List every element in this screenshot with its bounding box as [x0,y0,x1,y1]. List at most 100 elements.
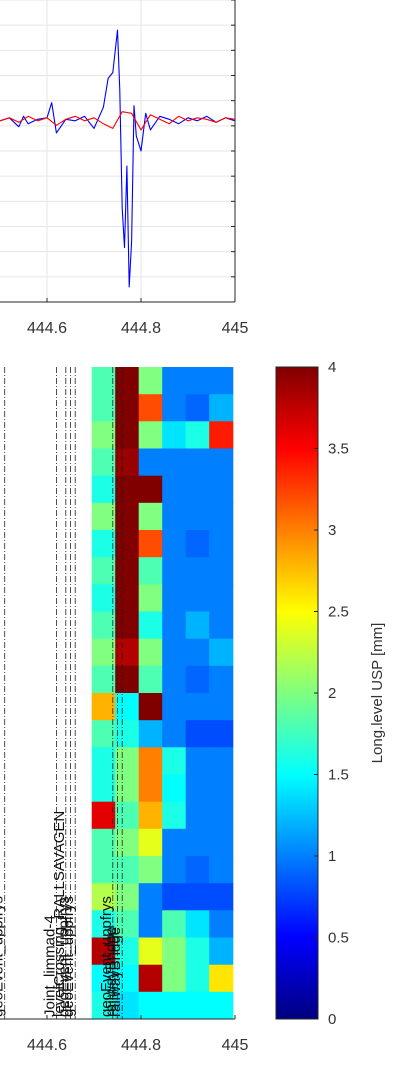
heatmap-x-ticks: 444.6 444.8 445 [27,1015,248,1054]
heatmap-cell [162,801,187,830]
annotation-label: levelCrossing_RALLSAVAGEN [51,811,68,1017]
heatmap-cell [185,801,210,830]
heatmap-cell [209,611,234,640]
heatmap-chart: geoEvent_uppfrys Joint_limmad-4levelCross… [0,367,248,1054]
heatmap-cell [209,774,234,803]
heatmap-cell [138,801,163,830]
x-tick-label: 445 [222,320,249,337]
heatmap-cell [185,856,210,884]
heatmap-cell [185,693,210,721]
heatmap-cell [209,693,234,721]
heatmap-cell [91,991,116,1019]
heatmap-cell [115,991,140,1019]
heatmap-cell [115,448,140,477]
heatmap-cell [162,530,187,558]
heatmap-cell [162,502,187,531]
colorbar-tick-label: 0 [328,1011,336,1028]
heatmap-cell [115,530,140,558]
annotation-label: railwayBridge [103,927,120,1017]
heatmap-cell [138,937,163,966]
heatmap-cell [91,693,116,721]
colorbar-label: Long.level USP [mm] [369,623,386,764]
heatmap-cell [91,611,116,640]
x-tick-label: 445 [222,1037,249,1054]
colorbar-tick-label: 3.5 [328,441,349,458]
colorbar-tick-label: 0.5 [328,930,349,947]
heatmap-cell [185,448,210,477]
heatmap-cell [138,475,163,504]
heatmap-cell [91,856,116,884]
heatmap-cell [162,693,187,721]
heatmap-cell [138,910,163,939]
heatmap-cell [115,964,140,993]
heatmap-cell [115,937,140,966]
annotation-label: Joint_limmad-4 [41,915,58,1017]
heatmap-cell [185,747,210,776]
colorbar-tick-label: 1.5 [328,767,349,784]
heatmap-cell [138,747,163,776]
x-tick-label: 444.8 [121,320,161,337]
heatmap-cell [209,475,234,504]
colorbar: 0 0.5 1 1.5 2 2.5 3 3.5 4 Long.level USP [mm] [275,359,386,1028]
heatmap-cell [138,638,163,667]
heatmap-cell [209,883,234,911]
heatmap-cell [91,747,116,776]
heatmap-cell [91,665,116,694]
heatmap-cell [91,394,116,422]
heatmap-cell [91,475,116,504]
heatmap-cell [115,367,140,395]
heatmap-cell [91,638,116,667]
heatmap-cell [138,964,163,993]
heatmap-cell [91,448,116,477]
heatmap-cell [209,638,234,667]
heatmap-cell [162,937,187,966]
heatmap-cell [209,394,234,422]
heatmap-cell [115,883,140,911]
heatmap-cell [185,421,210,450]
heatmap-cell [209,856,234,884]
heatmap-cell [185,584,210,613]
line-chart-x-ticks: 444.6 444.8 445 [27,298,248,337]
annotation-label: geoEvent_uppfrys [0,896,7,1017]
heatmap-cell [138,502,163,531]
heatmap-cell [209,448,234,477]
line-chart-grid [0,0,236,303]
heatmap-cell [91,801,116,830]
heatmap-cell [91,720,116,748]
heatmap-cell [138,421,163,450]
heatmap-cell [209,665,234,694]
heatmap-cell [209,530,234,558]
heatmap-cell [138,828,163,857]
heatmap-cell [162,367,187,395]
heatmap-cell [162,448,187,477]
heatmap-cell [115,910,140,939]
colorbar-ticks: 0 0.5 1 1.5 2 2.5 3 3.5 4 [314,359,349,1028]
colorbar-tick-label: 1 [328,848,336,865]
heatmap-cell [209,937,234,966]
annotation-label: railwayBridge [107,927,124,1017]
heatmap-cell [91,910,116,939]
heatmap-cell [185,530,210,558]
heatmap-cell [138,394,163,422]
heatmap-cells [91,367,234,1019]
heatmap-cell [91,557,116,585]
heatmap-cell [115,557,140,585]
heatmap-cell [115,856,140,884]
heatmap-cell [185,665,210,694]
heatmap-cell [185,883,210,911]
heatmap-cell [185,774,210,803]
heatmap-cell [115,584,140,613]
heatmap-cell [138,720,163,748]
heatmap-cell [138,665,163,694]
colorbar-tick-label: 2.5 [328,604,349,621]
heatmap-cell [91,530,116,558]
heatmap-cell [209,367,234,395]
heatmap-cell [138,856,163,884]
heatmap-cell [91,828,116,857]
heatmap-cell [115,394,140,422]
heatmap-cell [185,611,210,640]
heatmap-cell [138,774,163,803]
heatmap-cell [115,638,140,667]
heatmap-cell [185,991,210,1019]
heatmap-cell [115,747,140,776]
